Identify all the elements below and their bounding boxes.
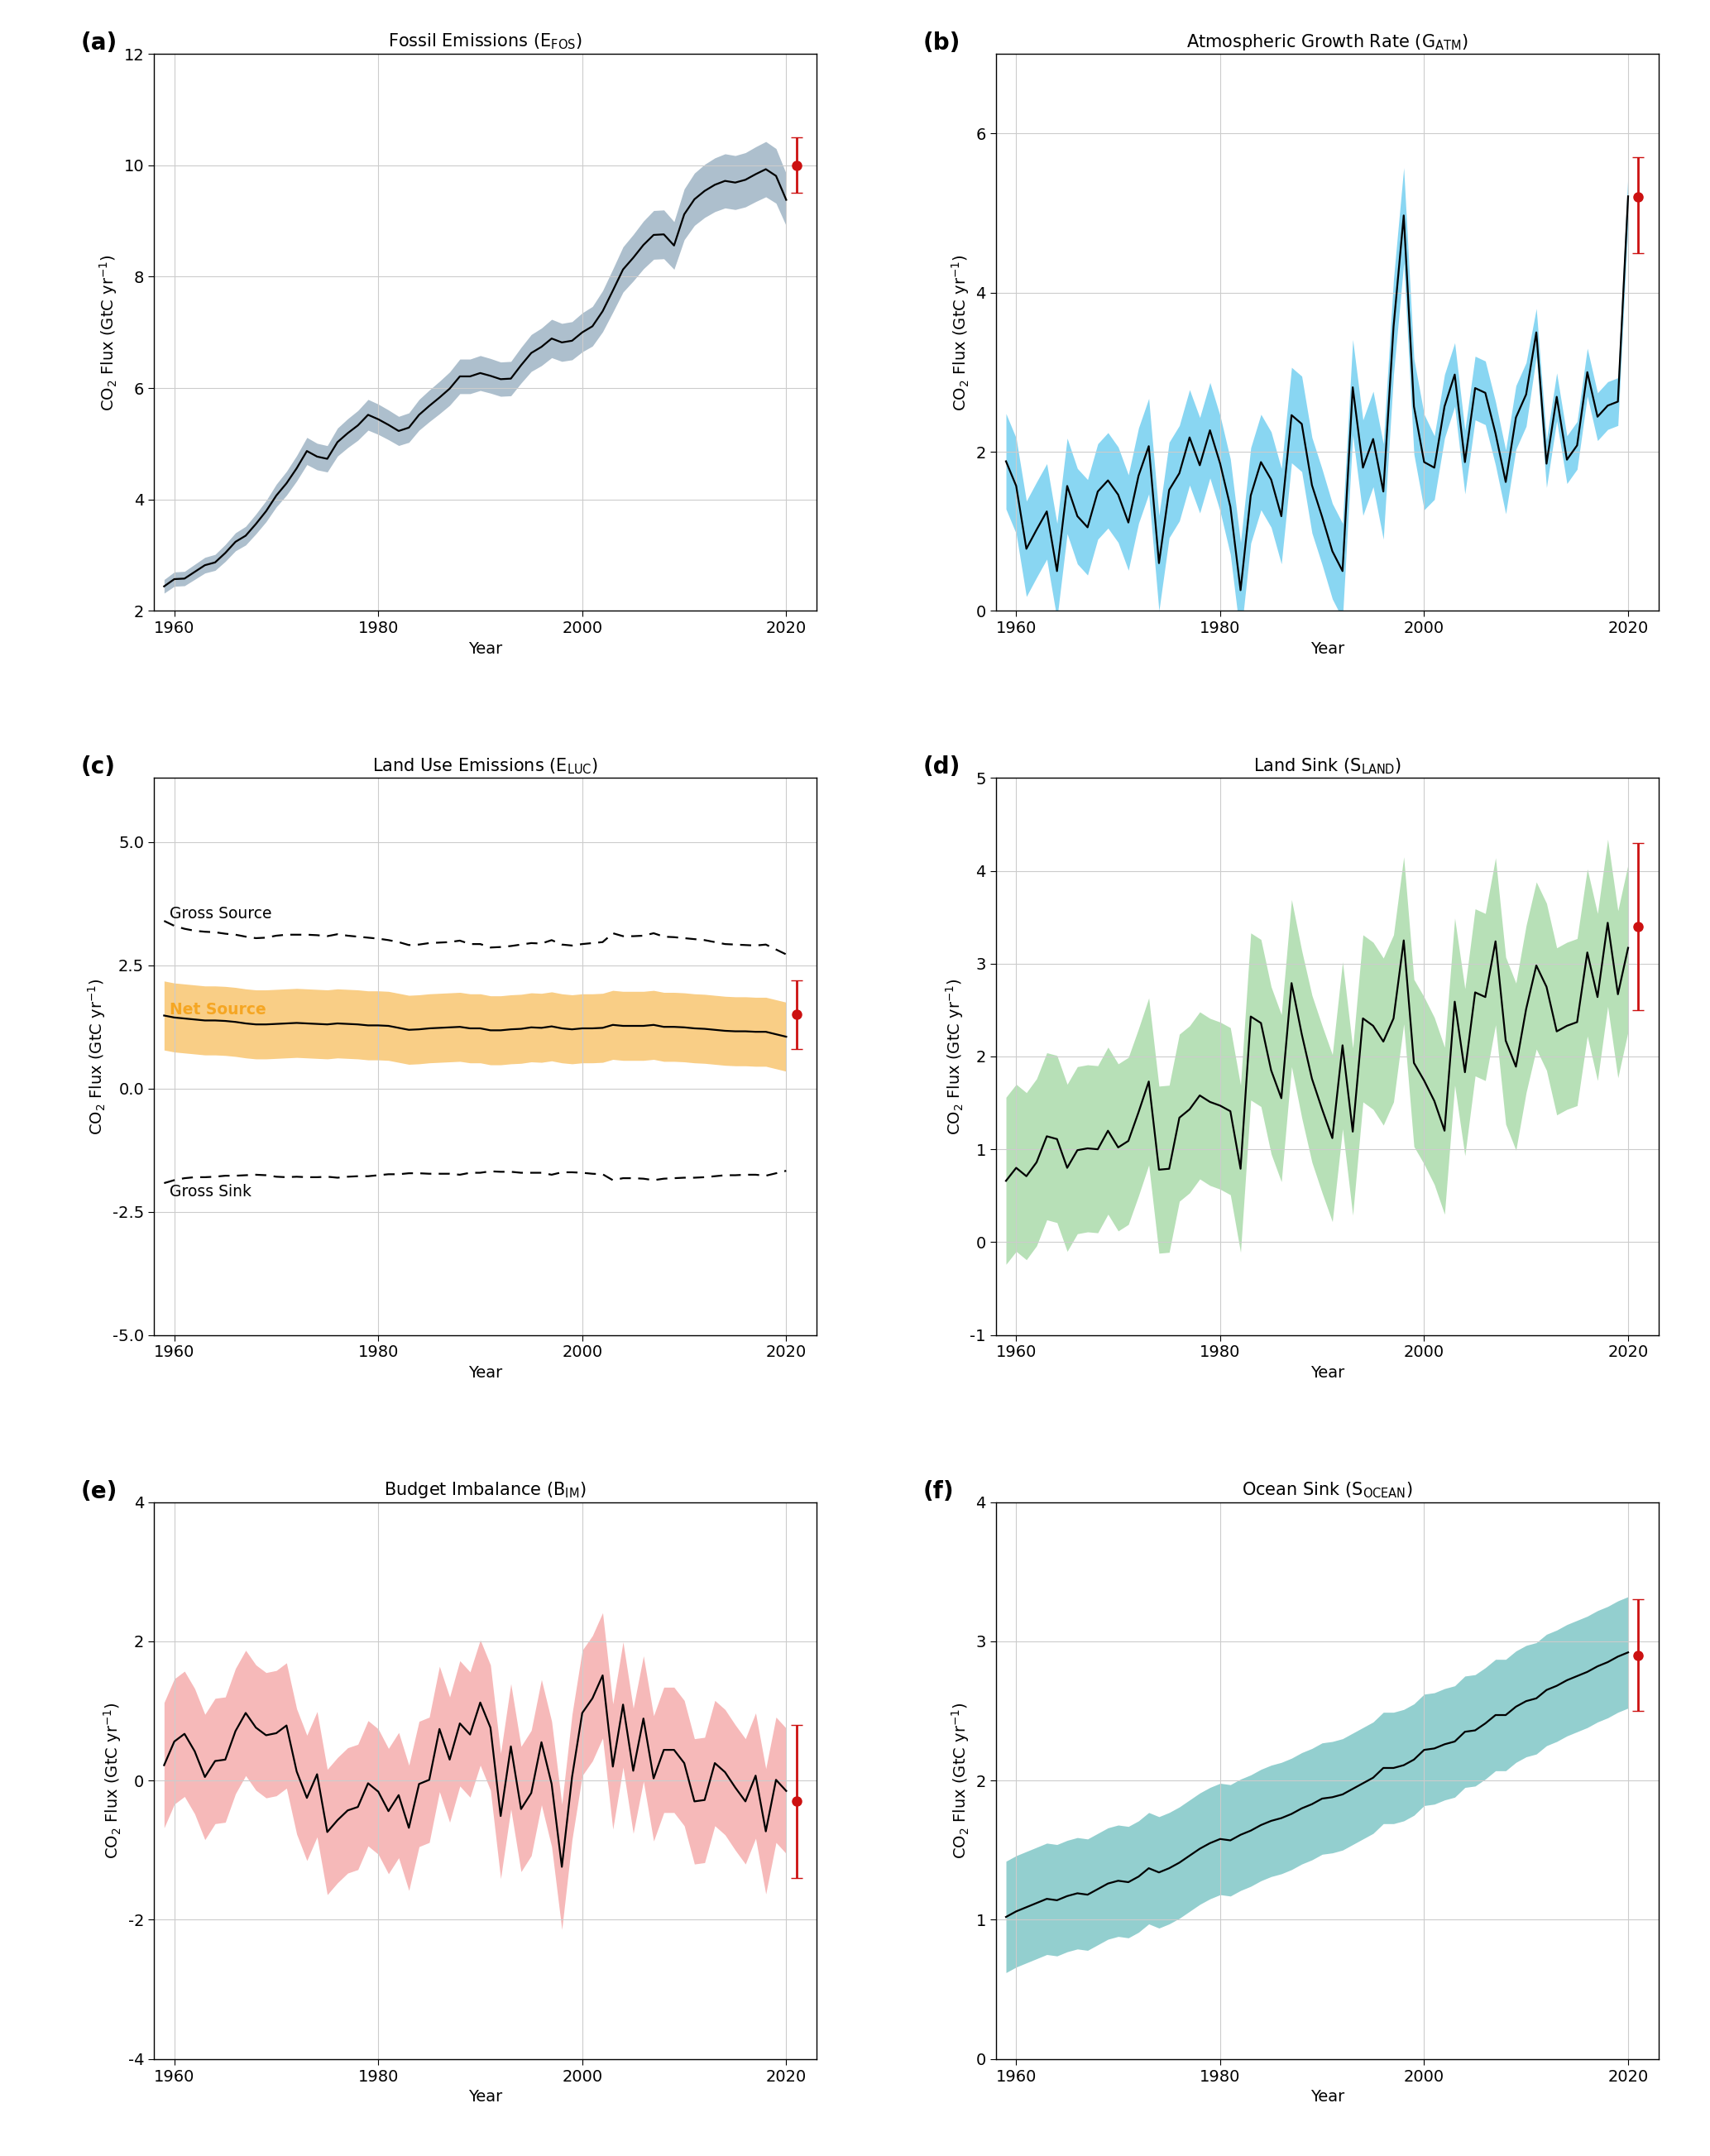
Title: Budget Imbalance (B$_{\mathregular{IM}}$): Budget Imbalance (B$_{\mathregular{IM}}$… xyxy=(385,1481,587,1501)
Text: (d): (d) xyxy=(923,757,961,778)
Text: (e): (e) xyxy=(80,1479,118,1503)
Text: (a): (a) xyxy=(80,32,118,54)
Text: Net Source: Net Source xyxy=(169,1003,265,1018)
X-axis label: Year: Year xyxy=(1310,1365,1344,1380)
X-axis label: Year: Year xyxy=(469,2089,503,2104)
Y-axis label: CO$_2$ Flux (GtC yr$^{-1}$): CO$_2$ Flux (GtC yr$^{-1}$) xyxy=(103,1701,123,1858)
Title: Fossil Emissions (E$_{\mathregular{FOS}}$): Fossil Emissions (E$_{\mathregular{FOS}}… xyxy=(388,32,583,52)
Y-axis label: CO$_2$ Flux (GtC yr$^{-1}$): CO$_2$ Flux (GtC yr$^{-1}$) xyxy=(949,254,971,412)
Y-axis label: CO$_2$ Flux (GtC yr$^{-1}$): CO$_2$ Flux (GtC yr$^{-1}$) xyxy=(97,254,120,412)
X-axis label: Year: Year xyxy=(469,640,503,658)
Title: Ocean Sink (S$_{\mathregular{OCEAN}}$): Ocean Sink (S$_{\mathregular{OCEAN}}$) xyxy=(1241,1481,1412,1501)
Text: (c): (c) xyxy=(80,757,116,778)
Y-axis label: CO$_2$ Flux (GtC yr$^{-1}$): CO$_2$ Flux (GtC yr$^{-1}$) xyxy=(944,979,966,1134)
X-axis label: Year: Year xyxy=(1310,2089,1344,2104)
Text: (b): (b) xyxy=(923,32,961,54)
Text: Gross Sink: Gross Sink xyxy=(169,1184,251,1201)
Y-axis label: CO$_2$ Flux (GtC yr$^{-1}$): CO$_2$ Flux (GtC yr$^{-1}$) xyxy=(87,979,108,1134)
X-axis label: Year: Year xyxy=(1310,640,1344,658)
Title: Atmospheric Growth Rate (G$_{\mathregular{ATM}}$): Atmospheric Growth Rate (G$_{\mathregula… xyxy=(1187,32,1469,52)
Text: (f): (f) xyxy=(923,1479,954,1503)
Title: Land Use Emissions (E$_{\mathregular{LUC}}$): Land Use Emissions (E$_{\mathregular{LUC… xyxy=(373,757,598,776)
Y-axis label: CO$_2$ Flux (GtC yr$^{-1}$): CO$_2$ Flux (GtC yr$^{-1}$) xyxy=(949,1701,971,1858)
Text: Gross Source: Gross Source xyxy=(169,906,272,921)
Title: Land Sink (S$_{\mathregular{LAND}}$): Land Sink (S$_{\mathregular{LAND}}$) xyxy=(1253,757,1402,776)
X-axis label: Year: Year xyxy=(469,1365,503,1380)
